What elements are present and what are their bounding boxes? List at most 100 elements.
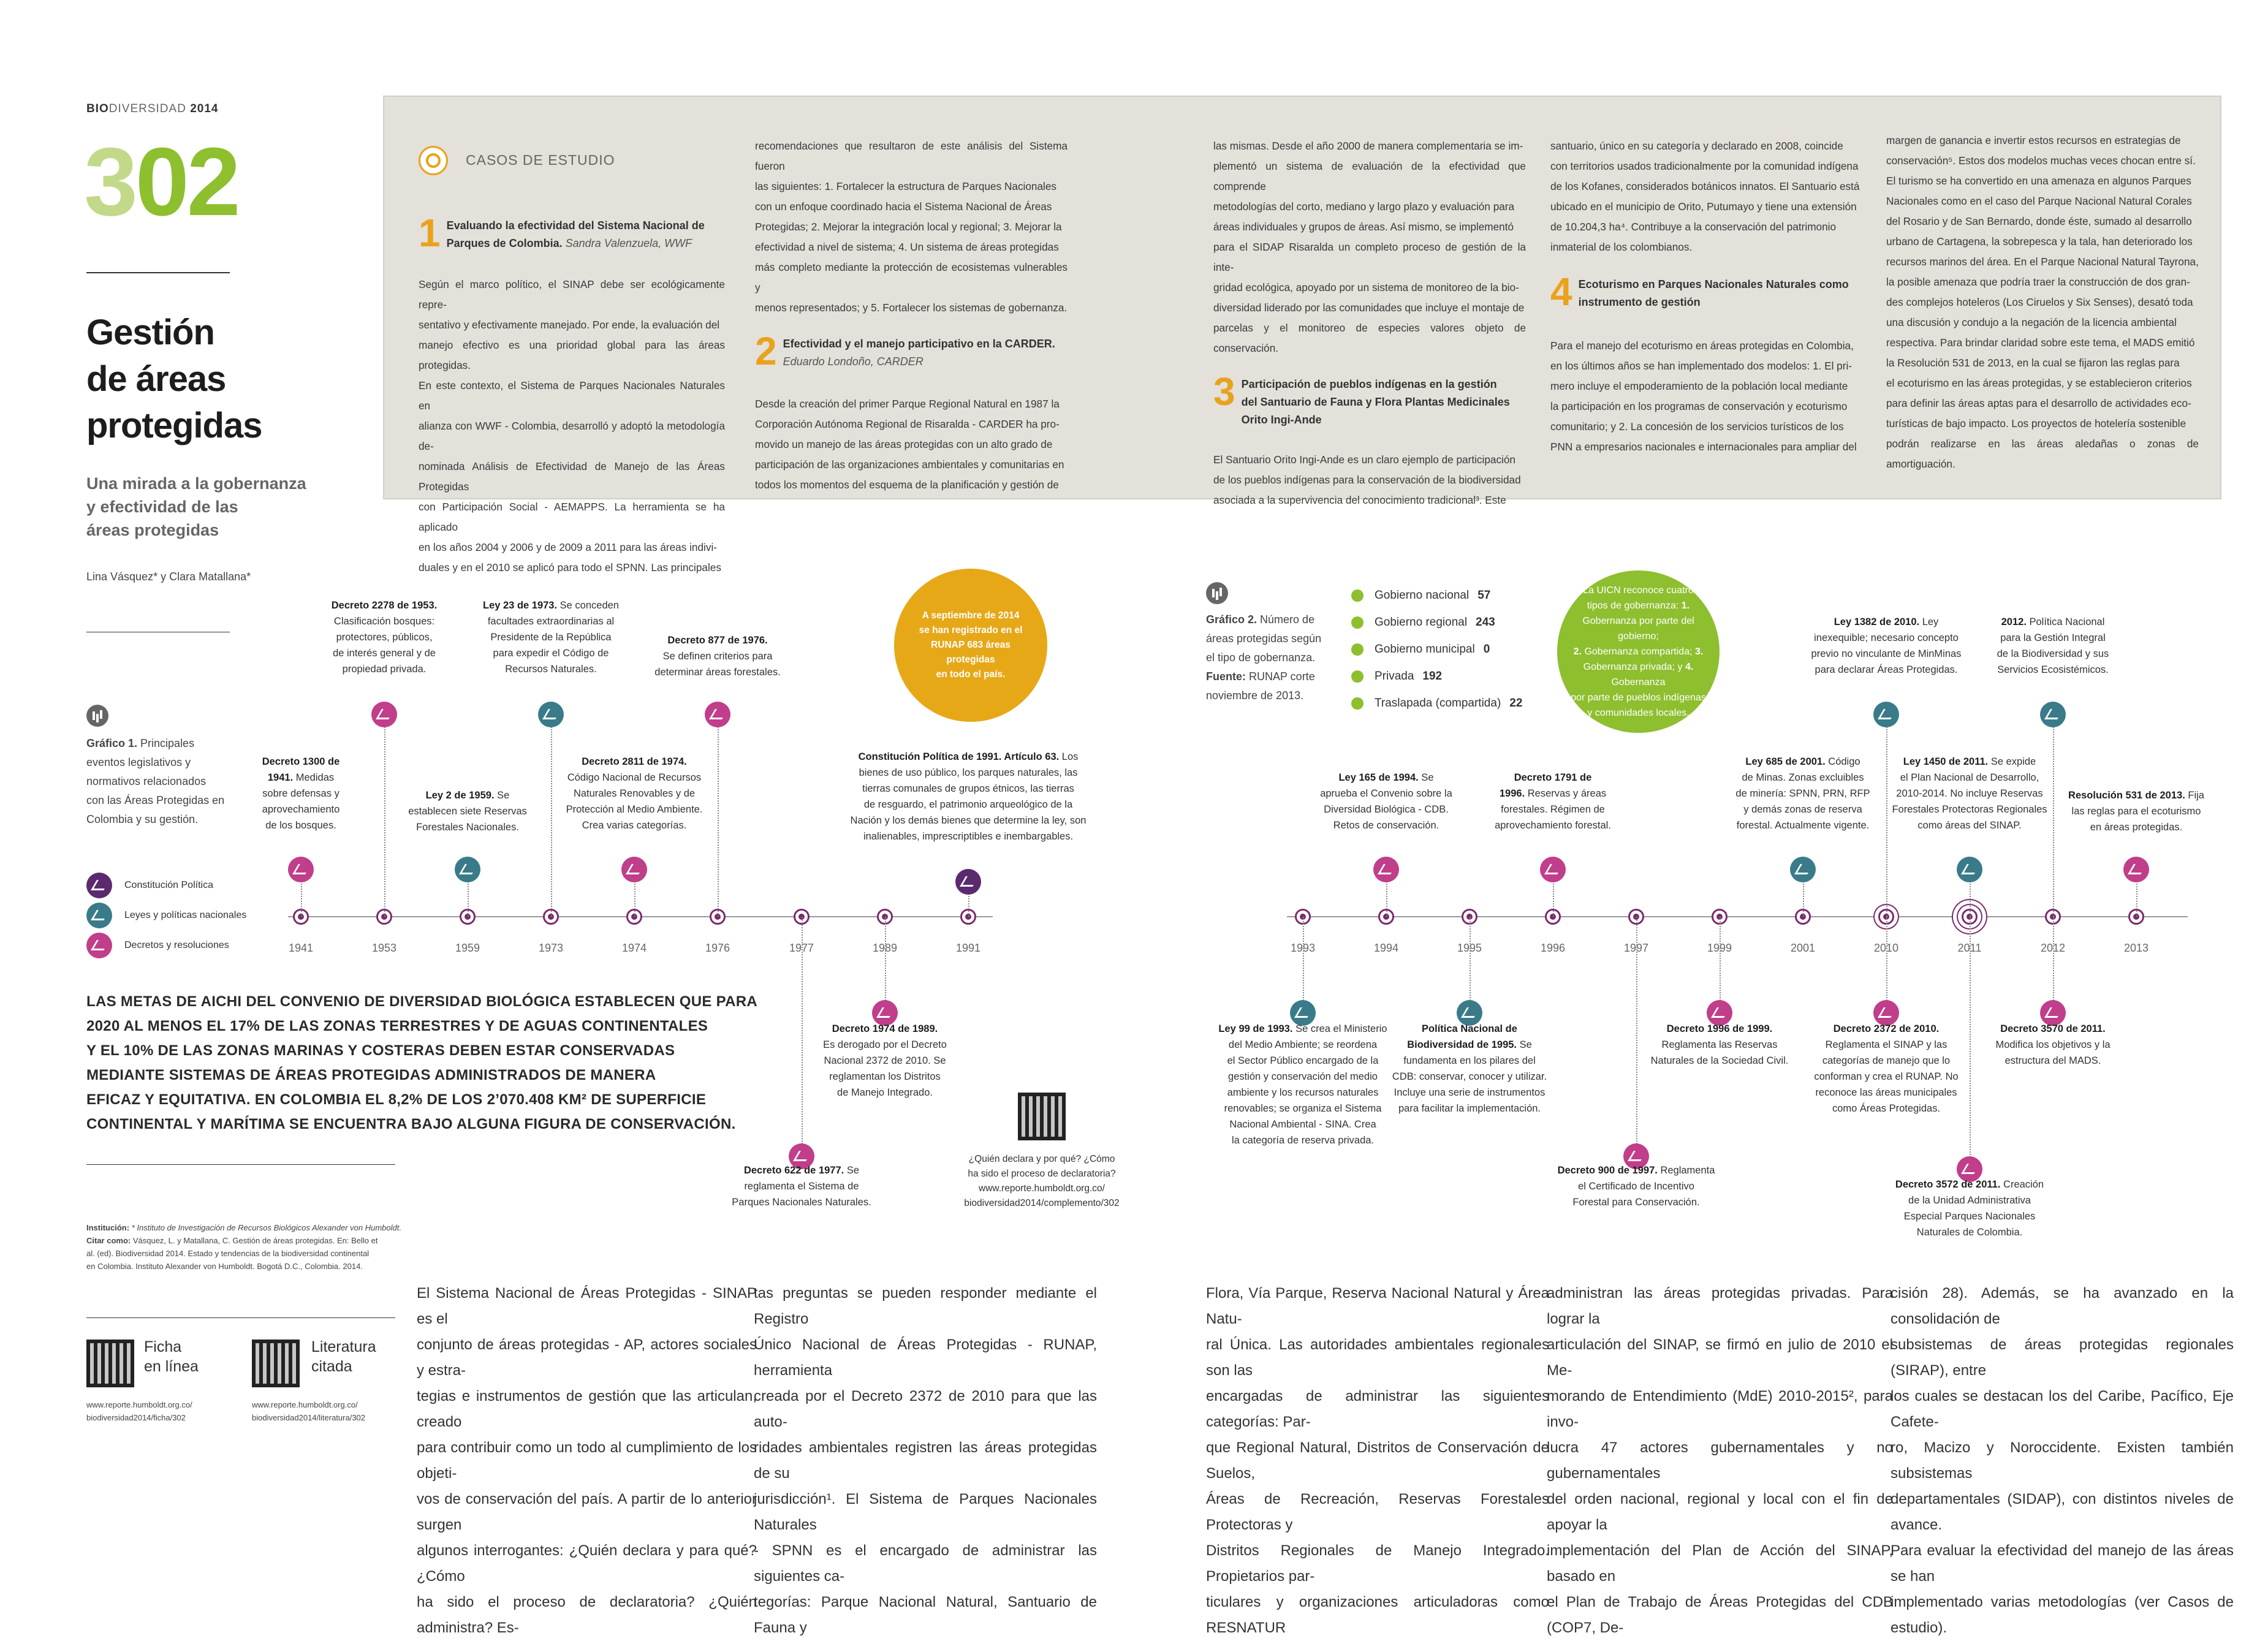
case-col-4: santuario, único en su categoría y decla… bbox=[1550, 136, 1863, 457]
gavel-icon bbox=[86, 903, 112, 928]
case-author: Eduardo Londoño, CARDER bbox=[783, 355, 924, 368]
timeline-event: Decreto 3572 de 2011. Creación de la Uni… bbox=[1890, 1177, 2049, 1240]
timeline-year: 2013 bbox=[2123, 942, 2149, 954]
timeline-event: Constitución Política de 1991. Artículo … bbox=[846, 749, 1091, 844]
ficha-url[interactable]: www.reporte.humboldt.org.co/ biodiversid… bbox=[86, 1400, 192, 1422]
legend-decretos: Decretos y resoluciones bbox=[86, 933, 229, 958]
uicn-callout: La UICN reconoce cuatro tipos de goberna… bbox=[1557, 570, 1720, 733]
governance-name: Gobierno regional bbox=[1375, 616, 1468, 629]
legend-leyes: Leyes y políticas nacionales bbox=[86, 903, 246, 928]
timeline-connector bbox=[885, 917, 886, 1013]
body-column-2: tas preguntas se pueden responder median… bbox=[754, 1285, 1097, 1636]
timeline-event: Ley 23 de 1973. Se conceden facultades e… bbox=[471, 597, 631, 677]
governance-item: Gobierno municipal 0 bbox=[1351, 643, 1490, 656]
event-title: Decreto 1300 de 1941. bbox=[262, 756, 340, 783]
body-column-5: cisión 28). Además, se ha avanzado en la… bbox=[1891, 1285, 2234, 1636]
bullet-icon bbox=[1351, 697, 1363, 710]
callout-text: Gobernanza por parte del gobierno; bbox=[1582, 616, 1694, 642]
gavel-icon bbox=[1957, 857, 1982, 882]
event-title: Decreto 3570 de 2011. bbox=[2000, 1023, 2106, 1034]
case-heading-text: Evaluando la efectividad del Sistema Nac… bbox=[446, 219, 705, 249]
callout-num: 1. bbox=[1681, 601, 1690, 611]
institution-note: Institución: * Instituto de Investigació… bbox=[86, 1221, 401, 1273]
timeline-connector bbox=[1720, 917, 1721, 1013]
goal-rule bbox=[86, 1164, 395, 1165]
event-description: Se expide el Plan Nacional de Desarrollo… bbox=[1892, 756, 2047, 831]
timeline-connector bbox=[1970, 870, 1971, 917]
event-title: Decreto 3572 de 2011. bbox=[1895, 1179, 2001, 1190]
event-description: Se aprueba el Convenio sobre la Diversid… bbox=[1320, 772, 1452, 831]
gavel-icon bbox=[872, 1000, 898, 1026]
event-title: Ley 1382 de 2010. bbox=[1834, 616, 1920, 627]
case-number: 3 bbox=[1213, 370, 1235, 414]
legend-label: Constitución Política bbox=[124, 880, 213, 890]
timeline-year: 2001 bbox=[1790, 942, 1816, 954]
case-text: El Santuario Orito Ingi-Ande es un claro… bbox=[1213, 453, 1521, 506]
timeline-year: 1989 bbox=[872, 942, 898, 954]
article-authors: Lina Vásquez* y Clara Matallana* bbox=[86, 570, 251, 583]
gavel-icon bbox=[2040, 1000, 2066, 1026]
case-text: Según el marco político, el SINAP debe s… bbox=[419, 278, 725, 574]
timeline-connector bbox=[2053, 917, 2054, 1013]
case-text: margen de ganancia e invertir estos recu… bbox=[1886, 134, 2199, 470]
literatura-label: Literatura citada bbox=[311, 1338, 376, 1375]
gavel-icon bbox=[455, 857, 480, 882]
timeline-year: 2012 bbox=[2040, 942, 2066, 954]
brand-year: 2014 bbox=[190, 102, 219, 115]
event-description: Es derogado por el Decreto Nacional 2372… bbox=[823, 1039, 947, 1098]
governance-item: Privada 192 bbox=[1351, 670, 1442, 683]
institution-text: * Instituto de Investigación de Recursos… bbox=[129, 1223, 401, 1232]
event-description: Medidas sobre defensas y aprovechamiento… bbox=[262, 772, 340, 831]
timeline-event: Decreto 1996 de 1999. Reglamenta las Res… bbox=[1640, 1021, 1799, 1069]
gavel-icon bbox=[1623, 1143, 1649, 1169]
literatura-url[interactable]: www.reporte.humboldt.org.co/ biodiversid… bbox=[252, 1400, 366, 1422]
gavel-icon bbox=[86, 873, 112, 898]
event-description: Código de Minas. Zonas excluibles de min… bbox=[1735, 756, 1870, 831]
governance-item: Gobierno nacional 57 bbox=[1351, 589, 1490, 602]
brand-bold: BIO bbox=[86, 102, 109, 115]
timeline-connector bbox=[802, 917, 803, 1156]
grafico2-label: Gráfico 2. bbox=[1206, 613, 1257, 626]
event-title: Ley 99 de 1993. bbox=[1218, 1023, 1293, 1034]
governance-name: Gobierno nacional bbox=[1375, 589, 1470, 602]
page-number: 302 bbox=[84, 128, 241, 236]
event-title: Ley 685 de 2001. bbox=[1745, 756, 1826, 767]
qr-code-complement[interactable] bbox=[1018, 1093, 1066, 1140]
title-rule bbox=[86, 272, 230, 273]
magnifier-icon bbox=[419, 146, 448, 175]
event-title: Decreto 2278 de 1953. bbox=[331, 600, 438, 611]
event-title: Política Nacional de Biodiversidad de 19… bbox=[1407, 1023, 1517, 1050]
gavel-icon bbox=[538, 702, 564, 727]
governance-item: Gobierno regional 243 bbox=[1351, 616, 1495, 629]
event-title: 2012. bbox=[2001, 616, 2027, 627]
gavel-icon bbox=[86, 933, 112, 958]
case-heading-text: Efectividad y el manejo participativo en… bbox=[783, 338, 1055, 350]
gavel-icon bbox=[1707, 1000, 1732, 1026]
case-author: Sandra Valenzuela, WWF bbox=[565, 237, 692, 249]
qr-code-literatura[interactable] bbox=[252, 1340, 300, 1387]
event-title: Decreto 900 de 1997. bbox=[1557, 1165, 1658, 1176]
gavel-icon bbox=[1457, 1000, 1482, 1026]
qr-complement-text: ¿Quién declara y por qué? ¿Cómo ha sido … bbox=[964, 1154, 1120, 1208]
qr-code-ficha[interactable] bbox=[86, 1340, 134, 1387]
legend-label: Decretos y resoluciones bbox=[124, 940, 229, 950]
timeline-event: Decreto 1974 de 1989. Es derogado por el… bbox=[805, 1021, 965, 1101]
case-studies-panel bbox=[383, 96, 2221, 499]
timeline-connector bbox=[2053, 714, 2054, 917]
governance-name: Gobierno municipal bbox=[1375, 643, 1475, 656]
timeline-event: Decreto 2811 de 1974. Código Nacional de… bbox=[555, 754, 714, 833]
timeline-event: Decreto 877 de 1976. Se definen criterio… bbox=[638, 632, 797, 680]
runap-callout: A septiembre de 2014 se han registrado e… bbox=[894, 569, 1047, 722]
timeline-event: Decreto 1791 de 1996. Reservas y áreas f… bbox=[1479, 770, 1626, 833]
event-title: Decreto 877 de 1976. bbox=[667, 635, 768, 646]
event-description: Se establecen siete Reservas Forestales … bbox=[408, 790, 527, 833]
event-title: Decreto 2811 de 1974. bbox=[582, 756, 687, 767]
case-text: santuario, único en su categoría y decla… bbox=[1550, 140, 1860, 253]
event-description: Se definen criterios para determinar áre… bbox=[654, 651, 781, 678]
gavel-icon bbox=[1290, 1000, 1316, 1026]
legend-label: Leyes y políticas nacionales bbox=[124, 910, 247, 920]
grafico2-caption: Gráfico 2. Número de áreas protegidas se… bbox=[1206, 610, 1321, 705]
timeline-connector bbox=[1886, 917, 1887, 1013]
timeline-year: 1974 bbox=[621, 942, 647, 954]
timeline-event: Decreto 3570 de 2011. Modifica los objet… bbox=[1973, 1021, 2133, 1069]
